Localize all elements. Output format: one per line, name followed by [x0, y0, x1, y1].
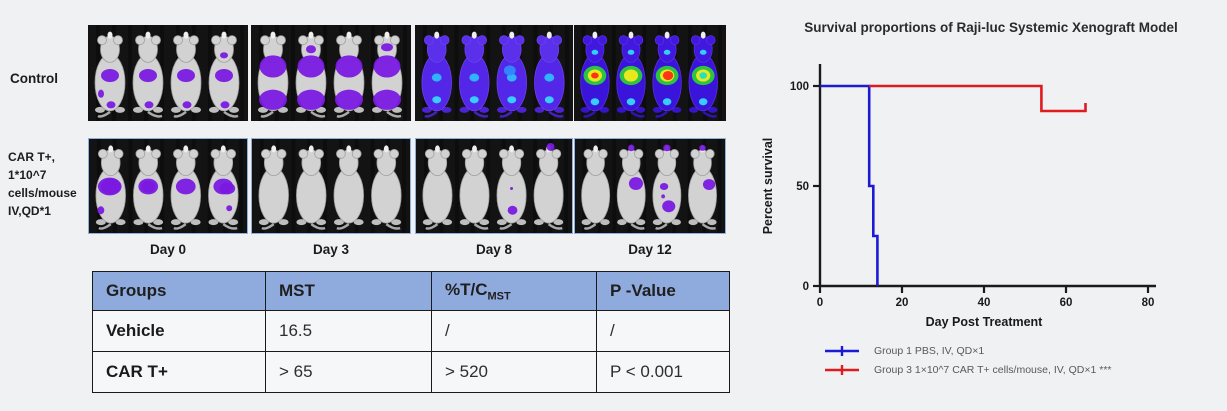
table-row-cart: CAR T+ > 65 > 520 P < 0.001 [92, 351, 730, 393]
table-header-row: Groups MST %T/CMST P -Value [92, 271, 730, 311]
cell-vehicle-tc: / [431, 310, 597, 352]
cart-day8-imaging-panel [415, 138, 573, 234]
control-group-label: Control [10, 71, 58, 86]
cart-day0-imaging-panel [88, 138, 248, 234]
cart-group-label: CAR T+, 1*10^7 cells/mouse IV,QD*1 [8, 150, 77, 218]
legend-label-group1: Group 1 PBS, IV, QD×1 [874, 344, 985, 357]
cell-vehicle-group: Vehicle [92, 310, 266, 352]
survival-chart: Survival proportions of Raji-luc Systemi… [756, 20, 1226, 379]
control-day12-imaging-panel [574, 25, 726, 121]
svg-text:40: 40 [978, 297, 991, 309]
control-day8-imaging-panel [415, 25, 573, 121]
cell-cart-tc: > 520 [431, 351, 597, 393]
cell-cart-group: CAR T+ [92, 351, 266, 393]
cart-day3-imaging-panel [251, 138, 411, 234]
svg-text:Percent survival: Percent survival [761, 138, 775, 235]
legend-item-group3: Group 3 1×10^7 CAR T+ cells/mouse, IV, Q… [822, 360, 1226, 379]
control-day3-imaging-panel [251, 25, 411, 121]
results-table: Groups MST %T/CMST P -Value Vehicle 16.5… [92, 271, 730, 393]
header-groups: Groups [92, 271, 266, 311]
cell-cart-p: P < 0.001 [596, 351, 730, 393]
chart-title: Survival proportions of Raji-luc Systemi… [804, 20, 1178, 35]
cell-vehicle-p: / [596, 310, 730, 352]
cell-vehicle-mst: 16.5 [265, 310, 432, 352]
red-survival-line-icon [825, 364, 859, 375]
header-p-value: P -Value [596, 271, 730, 311]
day-label-1: Day 3 [312, 242, 350, 257]
blue-survival-line-icon [825, 345, 859, 356]
cell-cart-mst: > 65 [265, 351, 432, 393]
svg-text:Day Post Treatment: Day Post Treatment [926, 315, 1044, 329]
day-label-2: Day 8 [475, 242, 513, 257]
legend-item-group1: Group 1 PBS, IV, QD×1 [822, 341, 1226, 360]
svg-text:0: 0 [803, 281, 809, 293]
chart-legend: Group 1 PBS, IV, QD×1 Group 3 1×10^7 CAR… [756, 341, 1226, 379]
header-tc-mst: %T/CMST [431, 271, 597, 311]
svg-text:20: 20 [896, 297, 909, 309]
svg-text:0: 0 [817, 297, 823, 309]
svg-text:80: 80 [1142, 297, 1155, 309]
header-mst: MST [265, 271, 432, 311]
survival-plot: 0 50 100 0 20 40 60 80 Day Post Treatment Percent… [761, 64, 1156, 329]
svg-text:50: 50 [796, 181, 809, 193]
legend-label-group3: Group 3 1×10^7 CAR T+ cells/mouse, IV, Q… [874, 363, 1112, 376]
control-day0-imaging-panel [88, 25, 248, 121]
day-label-3: Day 12 [628, 242, 672, 257]
cart-day12-imaging-panel [574, 138, 726, 234]
day-label-0: Day 0 [149, 242, 187, 257]
svg-text:100: 100 [790, 81, 809, 93]
svg-text:60: 60 [1060, 297, 1073, 309]
table-row-vehicle: Vehicle 16.5 / / [92, 310, 730, 352]
